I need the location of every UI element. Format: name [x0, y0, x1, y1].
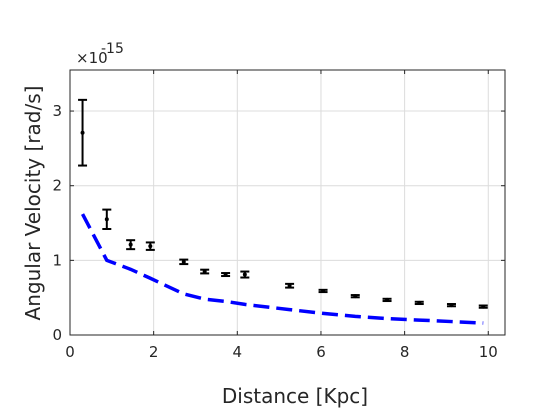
axis-ticks: 0 2 4 6 8 10 0 1 2 3 [52, 70, 505, 361]
error-bar [221, 272, 231, 278]
data-point [242, 272, 247, 277]
data-point [417, 300, 422, 305]
x-tick-label: 4 [233, 343, 243, 361]
data-point [481, 304, 486, 309]
data-point [148, 244, 153, 249]
error-bar [78, 98, 88, 167]
y-multiplier: ×10 [76, 49, 108, 67]
data-points [78, 98, 488, 309]
data-point [223, 272, 228, 277]
error-bar [350, 294, 360, 299]
error-bar [285, 282, 295, 289]
error-bar [478, 304, 488, 309]
y-tick-label: 1 [52, 251, 62, 269]
model-curve-line [80, 213, 484, 325]
data-point [353, 294, 358, 299]
x-tick-label: 2 [149, 343, 159, 361]
error-bar [179, 258, 189, 266]
axes-box [69, 69, 506, 336]
x-tick-label: 10 [479, 343, 498, 361]
error-bar [200, 268, 210, 275]
data-point [181, 259, 186, 264]
data-point [321, 288, 326, 293]
x-tick-label: 8 [400, 343, 410, 361]
error-bar [414, 300, 424, 306]
data-point [104, 217, 109, 222]
error-bar [446, 303, 456, 308]
grid-lines [69, 70, 505, 336]
x-tick-label: 6 [316, 343, 326, 361]
model-curve [80, 213, 484, 325]
error-bar [382, 297, 392, 303]
x-axis-label: Distance [Kpc] [222, 384, 368, 408]
y-tick-label: 0 [52, 326, 62, 344]
y-axis-label: Angular Velocity [rad/s] [21, 86, 45, 321]
data-point [449, 303, 454, 308]
data-point [385, 297, 390, 302]
y-multiplier-exponent: -15 [101, 41, 124, 57]
data-point [202, 269, 207, 274]
error-bar [240, 270, 250, 279]
error-bar [145, 241, 155, 251]
y-tick-label: 3 [52, 102, 62, 120]
error-bar [318, 288, 328, 294]
data-point [80, 130, 85, 135]
error-bar [126, 239, 136, 251]
error-bar [102, 208, 112, 230]
data-point [287, 283, 292, 288]
x-tick-label: 0 [65, 343, 75, 361]
y-tick-label: 2 [52, 177, 62, 195]
data-point [128, 242, 133, 247]
